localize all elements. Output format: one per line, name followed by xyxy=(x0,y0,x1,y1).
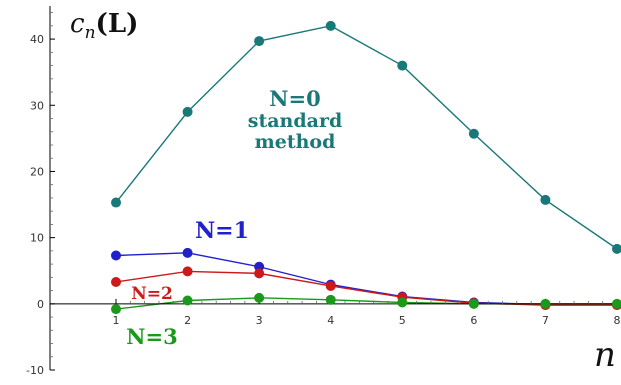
data-point xyxy=(325,20,336,31)
y-tick-label: 0 xyxy=(37,298,44,311)
series-label-line: N=3 xyxy=(126,324,177,349)
series-points xyxy=(111,20,621,315)
data-point xyxy=(540,298,551,309)
data-point xyxy=(182,295,193,306)
data-point xyxy=(397,60,408,71)
data-point xyxy=(254,292,265,303)
data-point xyxy=(612,243,621,254)
series-label-line: N=0 xyxy=(269,86,320,111)
data-point xyxy=(325,294,336,305)
series-labels: N=0 standard method N=1 N=2 N=3 xyxy=(126,86,342,349)
series-label-line: N=1 xyxy=(195,218,249,244)
y-axis-title: cn(L) xyxy=(70,9,138,43)
data-point xyxy=(111,250,121,261)
x-tick-label: 8 xyxy=(614,314,621,327)
data-point xyxy=(182,247,193,258)
y-axis-title-subscript: n xyxy=(85,23,96,43)
series-label-1: N=1 xyxy=(195,218,249,244)
x-tick-label: 1 xyxy=(113,314,120,327)
series-line-1 xyxy=(115,252,617,306)
y-tick-label: 20 xyxy=(30,165,44,178)
series-line-2 xyxy=(115,270,617,306)
series-label-0: N=0 standard method xyxy=(248,86,343,153)
x-axis-title: n xyxy=(594,335,616,375)
y-axis-title-main: c xyxy=(70,9,85,39)
series-label-line: standard xyxy=(248,110,343,132)
series-label-line: method xyxy=(255,131,336,153)
data-point xyxy=(397,297,408,308)
data-point xyxy=(111,304,121,315)
series-line-0 xyxy=(115,25,618,250)
y-tick-label: 10 xyxy=(30,232,44,245)
x-tick-label: 2 xyxy=(184,314,191,327)
series-label-line: N=2 xyxy=(131,284,173,304)
data-point xyxy=(182,266,193,277)
series-label-3: N=3 xyxy=(126,324,177,349)
y-tick-label: 30 xyxy=(30,99,44,112)
x-tick-label: 3 xyxy=(256,314,263,327)
data-point xyxy=(468,298,479,309)
axes xyxy=(49,6,621,370)
x-tick-label: 7 xyxy=(542,314,549,327)
data-point xyxy=(254,268,265,279)
series-label-2: N=2 xyxy=(131,284,173,304)
x-tick-label: 4 xyxy=(327,314,334,327)
series-lines xyxy=(115,25,618,310)
tick-marks: -10 0 10 20 30 40 1 2 3 4 5 6 7 8 xyxy=(26,12,621,377)
data-point xyxy=(325,280,336,291)
data-point xyxy=(612,298,621,309)
data-point xyxy=(182,106,193,117)
data-point xyxy=(254,36,265,47)
y-tick-label: 40 xyxy=(30,33,44,46)
x-tick-label: 5 xyxy=(399,314,406,327)
data-point xyxy=(111,276,121,287)
y-tick-label: -10 xyxy=(26,364,44,377)
data-point xyxy=(540,194,551,205)
y-axis-title-suffix: (L) xyxy=(96,9,139,39)
x-tick-label: 6 xyxy=(470,314,477,327)
data-point xyxy=(111,197,121,208)
data-point xyxy=(468,128,479,139)
